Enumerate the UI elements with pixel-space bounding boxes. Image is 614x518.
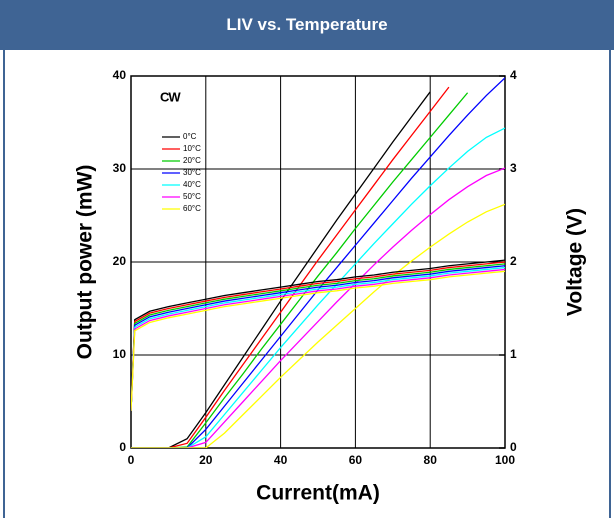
legend-label: 10°C — [183, 144, 201, 153]
legend-label: 30°C — [183, 168, 201, 177]
y2-tick-label: 0 — [510, 440, 517, 454]
data-line — [131, 261, 505, 411]
x-tick-label: 80 — [424, 453, 438, 467]
y-tick-label: 40 — [113, 68, 127, 82]
data-line — [131, 265, 505, 411]
data-line — [131, 259, 505, 411]
y-tick-label: 20 — [113, 254, 127, 268]
y2-axis-title: Voltage (V) — [564, 208, 587, 316]
x-tick-label: 20 — [199, 453, 213, 467]
x-tick-label: 40 — [274, 453, 288, 467]
plot-area — [131, 77, 505, 448]
data-line — [131, 127, 505, 448]
y-axis-title: Output power (mW) — [74, 165, 97, 360]
y-tick-label: 30 — [113, 161, 127, 175]
x-tick-label: 0 — [128, 453, 135, 467]
x-tick-label: 100 — [495, 453, 515, 467]
data-line — [131, 167, 505, 448]
data-line — [131, 268, 505, 411]
y2-tick-label: 3 — [510, 161, 517, 175]
header-title: LIV vs. Temperature — [0, 0, 614, 50]
data-line — [131, 266, 505, 411]
legend-label: 50°C — [183, 192, 201, 201]
x-axis-title: Current(mA) — [256, 482, 380, 505]
annotation: CW — [160, 89, 181, 104]
data-line — [131, 86, 450, 448]
data-line — [131, 203, 505, 448]
legend-label: 60°C — [183, 204, 201, 213]
data-line — [131, 263, 505, 411]
y-tick-label: 10 — [113, 347, 127, 361]
y-tick-label: 0 — [119, 440, 126, 454]
data-line — [131, 91, 431, 448]
legend-label: 40°C — [183, 180, 201, 189]
legend-label: 20°C — [183, 156, 201, 165]
y2-tick-label: 1 — [510, 347, 517, 361]
panel — [3, 50, 611, 518]
data-line — [131, 270, 505, 411]
y2-tick-label: 4 — [510, 68, 517, 82]
y2-tick-label: 2 — [510, 254, 517, 268]
data-line — [131, 77, 505, 448]
legend-label: 0°C — [183, 132, 197, 141]
x-tick-label: 60 — [349, 453, 363, 467]
